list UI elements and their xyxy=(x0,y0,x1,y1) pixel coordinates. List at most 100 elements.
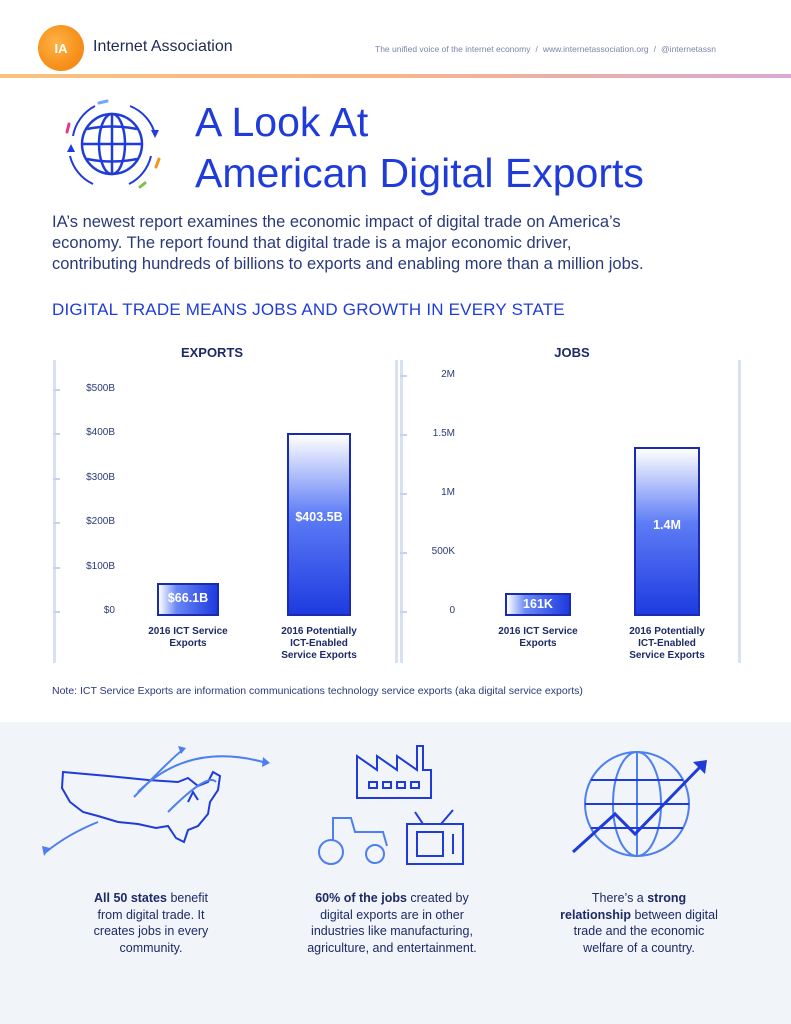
y-tick-label: 1M xyxy=(441,487,455,498)
caption-text: industries like manufacturing, xyxy=(311,924,473,938)
y-tick-label: $200B xyxy=(86,516,115,528)
x-category-label: 2016 ICT Service Exports xyxy=(133,626,243,650)
caption-line: industries like manufacturing, xyxy=(291,923,493,940)
intro-line-2: economy. The report found that digital t… xyxy=(52,234,572,252)
y-tick-label: $500B xyxy=(86,383,115,394)
x-category-line: 2016 Potentially xyxy=(281,626,357,637)
caption-line: trade and the economic xyxy=(539,923,739,940)
tagline-text: The unified voice of the internet econom… xyxy=(375,44,531,54)
x-category-line: 2016 Potentially xyxy=(629,626,705,637)
chart-title: JOBS xyxy=(554,345,590,360)
intro-line-1: IA’s newest report examines the economic… xyxy=(52,213,621,231)
y-tick xyxy=(53,477,60,480)
x-category-line: ICT-Enabled xyxy=(638,638,696,649)
caption-bold: strong xyxy=(647,891,687,905)
y-tick xyxy=(400,493,407,495)
title-line-1: A Look At xyxy=(195,99,369,145)
globe-growth-icon xyxy=(571,751,707,857)
us-map-icon xyxy=(42,746,270,856)
y-tick xyxy=(53,566,60,569)
caption-text: between digital xyxy=(630,907,718,922)
y-tick-label: 2M xyxy=(441,369,455,380)
caption-bold: relationship xyxy=(560,907,631,922)
y-tick-label: $0 xyxy=(103,605,115,616)
caption-text: created by xyxy=(406,891,469,905)
y-tick-label: $400B xyxy=(86,427,115,439)
x-category-label: 2016 Potentially ICT-Enabled Service Expor… xyxy=(612,626,722,662)
caption-line: welfare of a country. xyxy=(539,940,739,957)
brand-name: Internet Association xyxy=(93,38,233,55)
y-tick xyxy=(400,552,407,554)
caption-line: There’s a strong xyxy=(539,890,739,907)
separator: / xyxy=(535,44,538,54)
bar xyxy=(157,582,219,616)
caption-text: welfare of a country. xyxy=(583,940,695,955)
feature-caption-welfare: There’s a strong relationship between dig… xyxy=(539,890,739,956)
caption-text: digital exports are in other xyxy=(320,907,464,922)
page-title: A Look At American Digital Exports xyxy=(195,97,644,199)
x-category-line: Exports xyxy=(519,638,557,649)
header-gradient-rule xyxy=(0,74,791,78)
caption-line: All 50 states benefit xyxy=(51,890,251,907)
y-tick xyxy=(400,611,407,613)
x-category-label: 2016 ICT Service Exports xyxy=(483,626,593,650)
caption-text: benefit xyxy=(166,891,208,905)
x-category-line: 2016 ICT Service xyxy=(498,626,578,637)
y-tick xyxy=(53,433,60,436)
separator: / xyxy=(653,44,657,54)
industry-icon xyxy=(318,745,464,865)
y-tick-label: 500K xyxy=(431,546,455,557)
caption-text: community. xyxy=(119,940,183,955)
caption-text: creates jobs in every xyxy=(93,924,209,938)
feature-caption-jobs: 60% of the jobs created by digital export… xyxy=(291,890,493,956)
x-category-line: Service Exports xyxy=(281,650,357,661)
caption-text: agriculture, and entertainment. xyxy=(307,940,477,955)
ia-logo[interactable]: IA xyxy=(38,25,84,71)
x-category-label: 2016 Potentially ICT-Enabled Service Expor… xyxy=(264,626,374,662)
caption-line: from digital trade. It xyxy=(51,907,251,924)
caption-line: digital exports are in other xyxy=(291,907,493,924)
y-tick xyxy=(53,522,60,525)
x-category-line: 2016 ICT Service xyxy=(148,626,228,637)
bar xyxy=(634,446,700,616)
caption-line: 60% of the jobs created by xyxy=(291,890,493,907)
y-tick xyxy=(53,389,60,391)
footnote: Note: ICT Service Exports are informatio… xyxy=(52,685,583,697)
y-tick-label: 0 xyxy=(449,605,455,616)
caption-text: There’s a xyxy=(591,891,648,905)
logo-text: IA xyxy=(54,40,68,56)
chart-divider-line xyxy=(395,360,398,663)
y-tick-label: $100B xyxy=(86,560,115,572)
header-tagline: The unified voice of the internet econom… xyxy=(375,44,716,54)
bar-value-label: $66.1B xyxy=(167,591,209,606)
chart-axis-line xyxy=(53,360,56,663)
caption-text: from digital trade. It xyxy=(97,907,205,922)
intro-paragraph: IA’s newest report examines the economic… xyxy=(52,212,752,275)
globe-trade-icon xyxy=(65,99,161,189)
caption-line: agriculture, and entertainment. xyxy=(291,940,493,957)
y-tick-label: 1.5M xyxy=(432,428,455,439)
caption-bold: All 50 states xyxy=(94,891,167,905)
bar xyxy=(505,593,571,616)
y-tick xyxy=(53,611,60,613)
x-category-line: Exports xyxy=(169,638,207,649)
caption-bold: 60% of the jobs xyxy=(315,891,407,905)
chart-divider-line xyxy=(738,360,741,663)
bar-value-label: 1.4M xyxy=(653,517,681,532)
x-category-line: Service Exports xyxy=(629,650,705,661)
features-band xyxy=(0,722,791,1024)
feature-caption-states: All 50 states benefit from digital trade.… xyxy=(51,890,251,956)
y-tick-label: $300B xyxy=(86,471,115,483)
x-category-line: ICT-Enabled xyxy=(290,638,348,649)
title-line-2: American Digital Exports xyxy=(195,150,644,196)
caption-line: community. xyxy=(51,940,251,957)
caption-line: relationship between digital xyxy=(539,907,739,924)
social-handle-link[interactable]: @internetassn xyxy=(661,44,716,54)
section-heading: DIGITAL TRADE MEANS JOBS AND GROWTH IN E… xyxy=(52,300,565,319)
y-tick xyxy=(400,375,407,377)
website-link[interactable]: www.internetassociation.org xyxy=(542,44,649,54)
caption-text: trade and the economic xyxy=(573,924,705,938)
y-tick xyxy=(400,434,407,436)
chart-title: EXPORTS xyxy=(180,345,244,360)
